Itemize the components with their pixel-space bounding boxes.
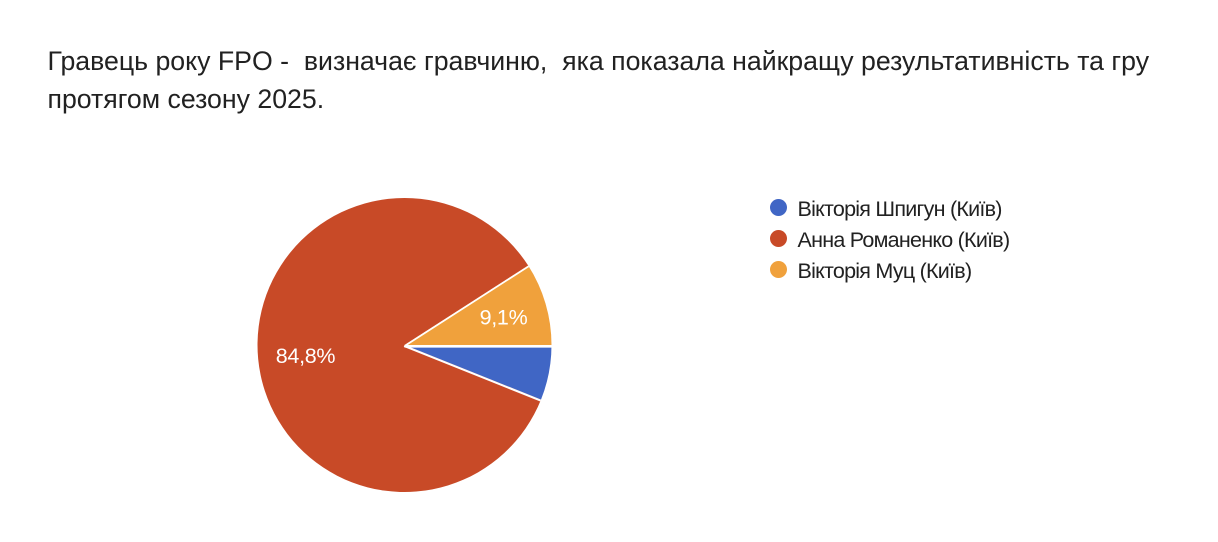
svg-text:9,1%: 9,1% — [480, 305, 528, 329]
svg-text:84,8%: 84,8% — [276, 344, 336, 368]
